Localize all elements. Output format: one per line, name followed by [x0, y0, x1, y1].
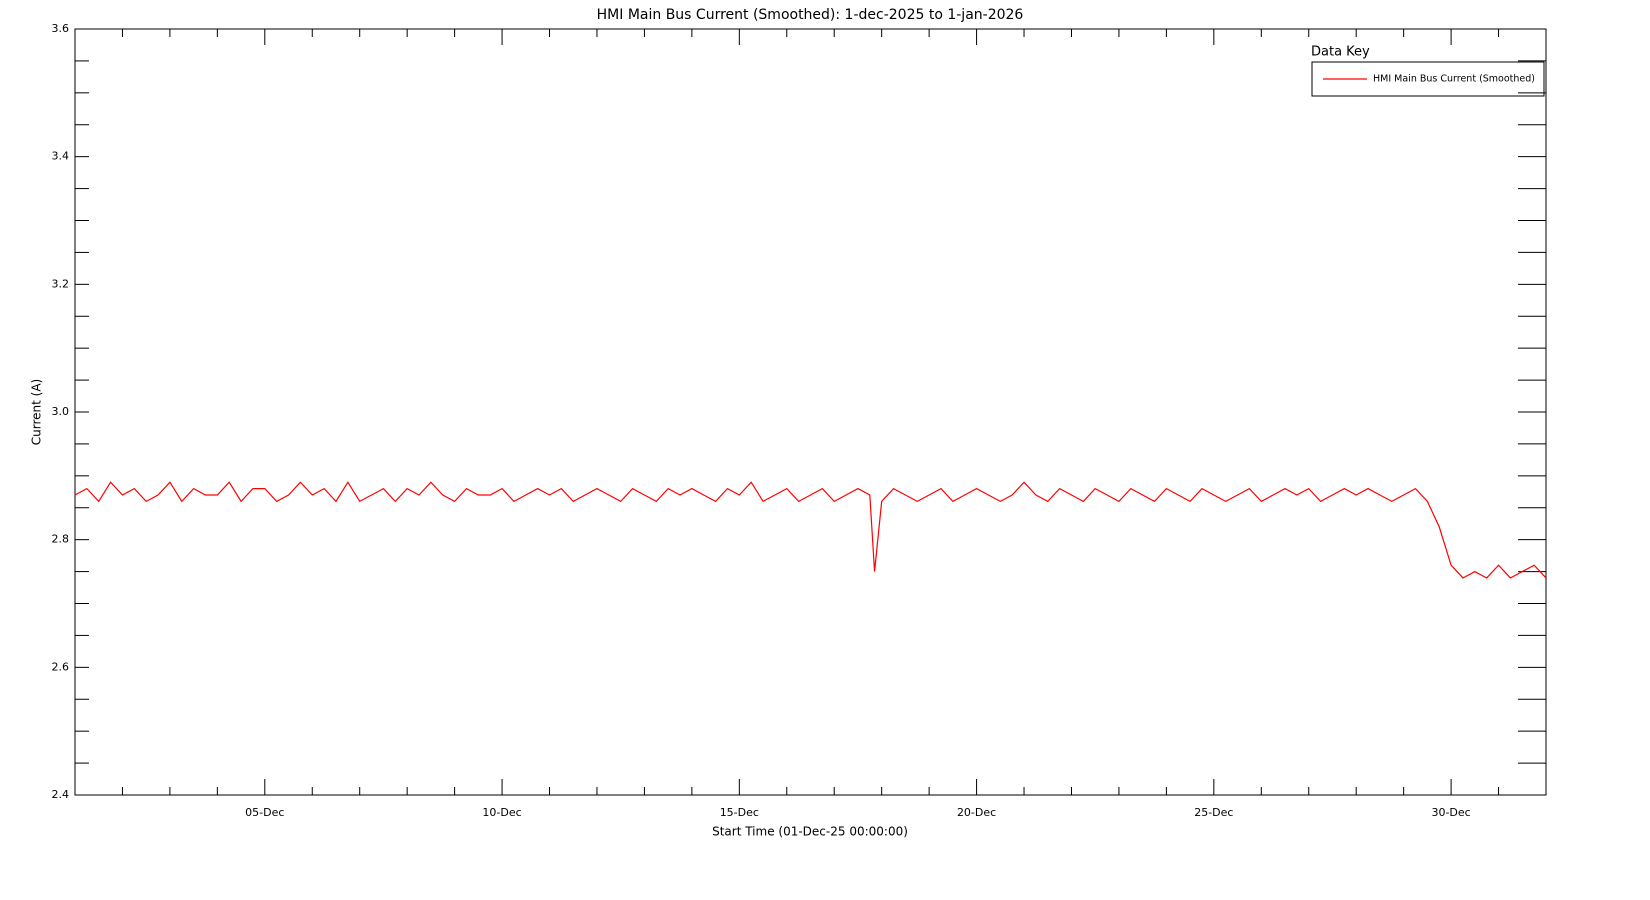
y-tick-label: 2.4: [52, 788, 70, 801]
chart-title: HMI Main Bus Current (Smoothed): 1-dec-2…: [597, 7, 1024, 23]
y-tick-label: 3.0: [52, 405, 70, 418]
plot-frame: [74, 28, 1547, 796]
y-tick-label: 3.6: [52, 22, 70, 35]
y-tick-label: 3.2: [52, 277, 70, 290]
data-line: [74, 481, 1547, 579]
y-axis-label: Current (A): [30, 379, 44, 445]
x-tick-label: 05-Dec: [245, 806, 284, 819]
y-tick-label: 3.4: [52, 150, 70, 163]
x-axis-label: Start Time (01-Dec-25 00:00:00): [712, 825, 908, 839]
x-tick-label: 10-Dec: [482, 806, 521, 819]
legend-title: Data Key: [1311, 45, 1370, 60]
legend-label: HMI Main Bus Current (Smoothed): [1373, 74, 1535, 85]
x-tick-label: 25-Dec: [1194, 806, 1233, 819]
y-tick-label: 2.8: [52, 533, 70, 546]
x-tick-label: 15-Dec: [720, 806, 759, 819]
y-tick-label: 2.6: [52, 660, 70, 673]
x-tick-label: 30-Dec: [1431, 806, 1470, 819]
legend-box: [1311, 61, 1545, 97]
x-tick-label: 20-Dec: [957, 806, 996, 819]
